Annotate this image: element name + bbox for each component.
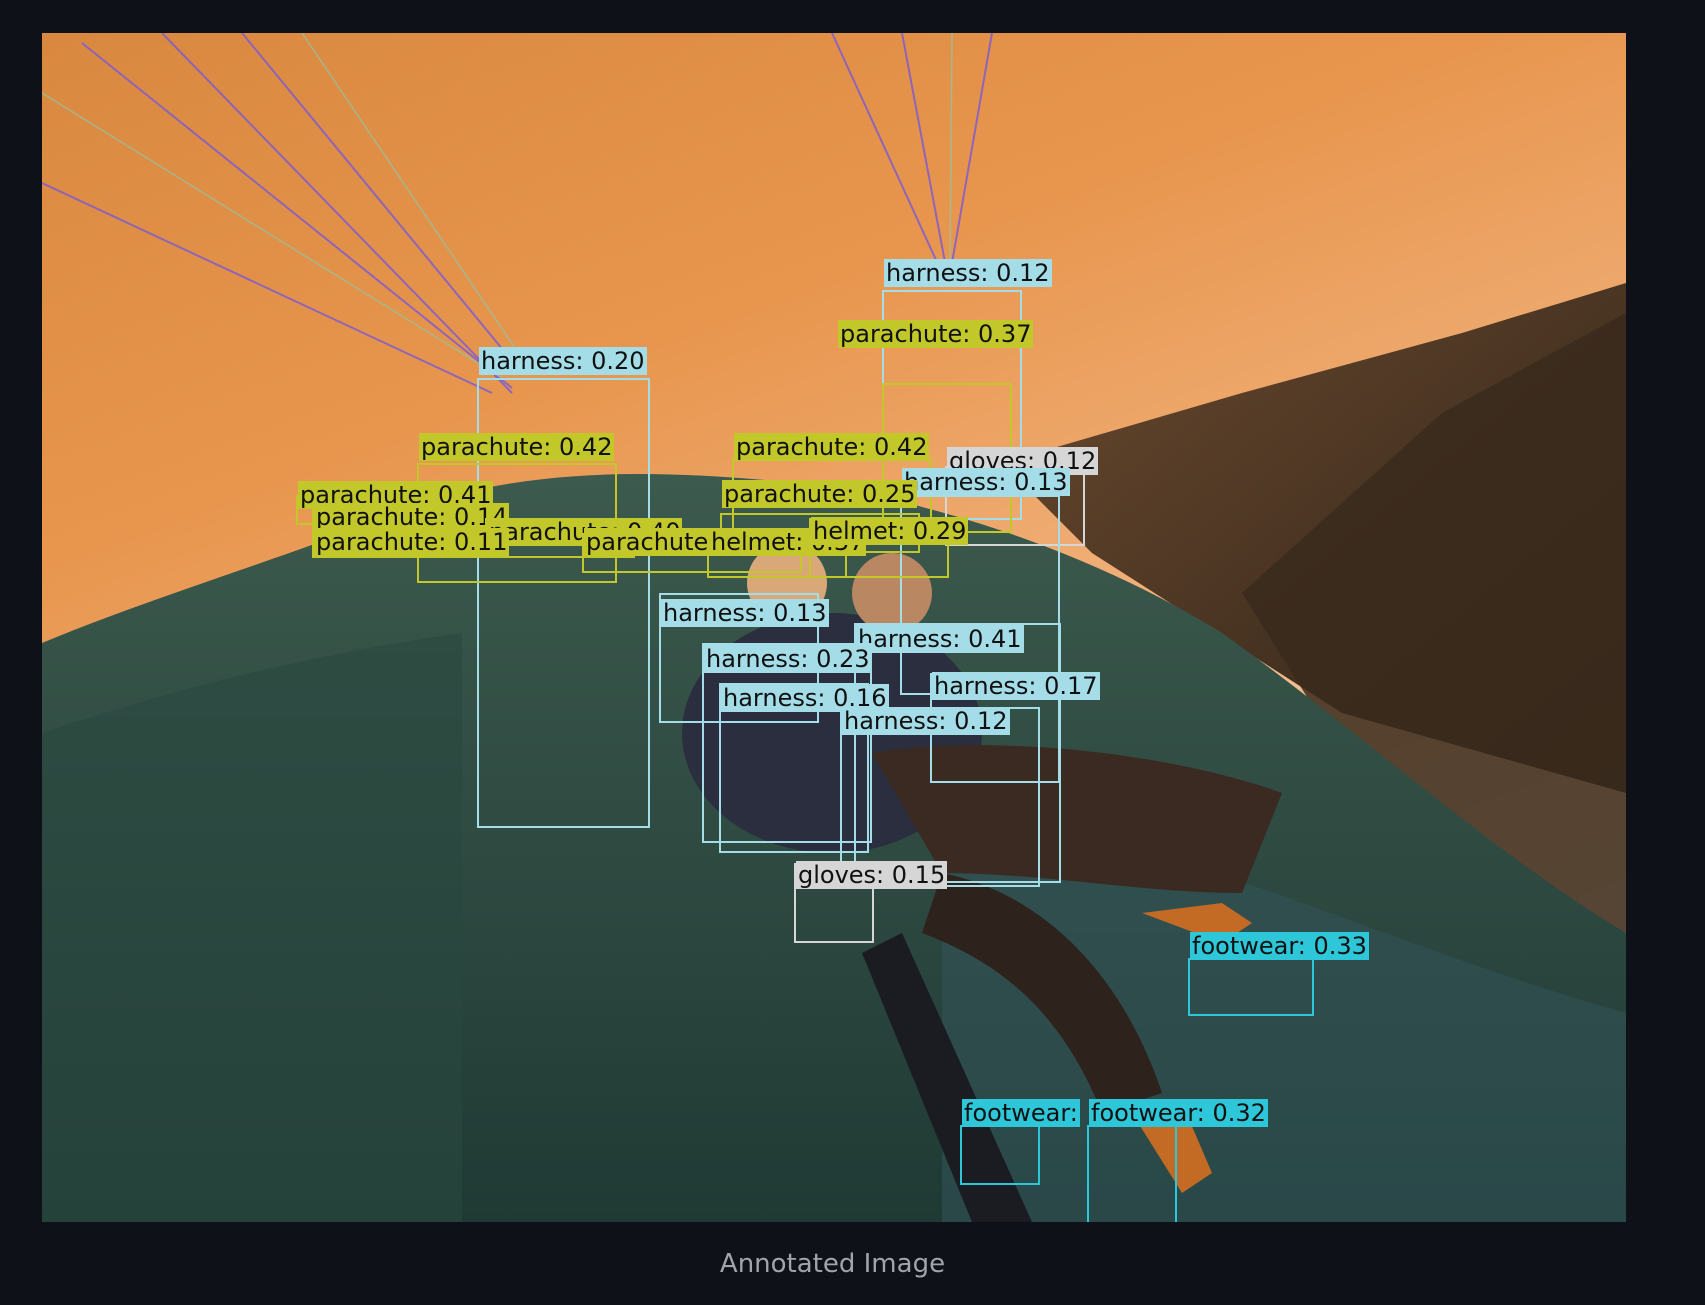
detection-box-harness — [854, 623, 1061, 883]
detection-label-parachute: parachute — [584, 528, 711, 556]
detection-label-parachute: parachute: 0.25 — [722, 480, 918, 508]
detection-box-footwear — [960, 1125, 1040, 1185]
detection-box-harness — [477, 378, 650, 828]
detection-label-harness: harness: 0.13 — [661, 599, 829, 627]
detection-box-footwear — [1188, 958, 1314, 1016]
detection-label-helmet: helmet: 0.29 — [811, 517, 969, 545]
detection-label-harness: harness: 0.12 — [842, 707, 1010, 735]
selfie-stick — [862, 933, 1032, 1222]
passenger-face — [852, 553, 932, 633]
annotated-image: harness: 0.12 parachute: 0.37 harness: 0.2… — [42, 33, 1626, 1222]
detection-label-footwear: footwear: 0.32 — [1089, 1099, 1268, 1127]
detection-label-footwear: footwear: 0.33 — [1190, 932, 1369, 960]
detection-label-parachute: parachute: 0.14 — [314, 503, 510, 531]
detection-label-footwear: footwear: — [962, 1099, 1080, 1127]
detection-label-harness: harness: 0.41 — [856, 625, 1024, 653]
paraglider-lines — [42, 33, 993, 394]
detection-label-harness: harness: 0.17 — [932, 672, 1100, 700]
detection-label-parachute: parachute: 0.42 — [419, 433, 615, 461]
detection-box-footwear — [1087, 1125, 1177, 1222]
detection-box-harness — [702, 643, 872, 843]
image-caption: Annotated Image — [719, 1249, 946, 1279]
detection-label-harness: harness: 0.12 — [884, 259, 1052, 287]
detection-label-parachute: parachute: 0.37 — [838, 320, 1034, 348]
detection-label-gloves: gloves: 0.15 — [796, 861, 948, 889]
mountain-ridge — [1242, 313, 1626, 933]
paragliding-scene — [42, 33, 1626, 1222]
detection-label-parachute: parachute: 0.42 — [734, 433, 930, 461]
detection-label-parachute: parachute: 0.11 — [314, 528, 510, 556]
detection-label-harness: harness: 0.13 — [902, 468, 1070, 496]
detection-label-harness: harness: 0.23 — [704, 645, 872, 673]
detection-label-harness: harness: 0.20 — [479, 347, 647, 375]
